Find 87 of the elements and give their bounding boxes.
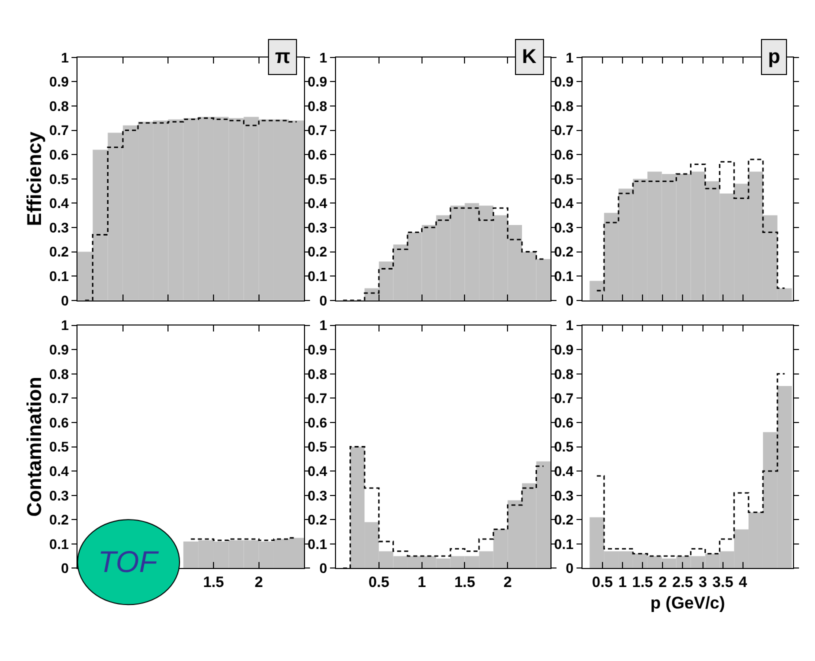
- x-tick-label: 2.5: [672, 574, 694, 592]
- x-tick-label: 2: [254, 574, 264, 592]
- x-tick-label: 1: [618, 574, 627, 592]
- y-tick-label: 0.9: [308, 74, 328, 90]
- x-tick-label: 2: [504, 574, 512, 592]
- y-tick-label: 0: [60, 292, 69, 308]
- y-tick-label: 0.8: [49, 366, 69, 382]
- y-tick-label: 0.3: [49, 219, 69, 236]
- x-tick-label: 3.5: [712, 574, 734, 592]
- y-tick-label: 0.5: [49, 438, 69, 455]
- y-tick-label: 0.9: [49, 74, 69, 90]
- x-tick-label: 1.5: [203, 574, 224, 592]
- y-tick-label: 0.3: [554, 219, 574, 236]
- y-tick-label: 0.7: [308, 122, 328, 138]
- y-tick-label: 1: [319, 317, 328, 334]
- y-tick-label: 0.1: [49, 536, 69, 552]
- y-tick-label: 0.1: [308, 536, 328, 552]
- annotation: TOF: [98, 546, 160, 579]
- y-tick-label: 0.5: [554, 438, 574, 455]
- y-tick-label: 0.5: [308, 170, 328, 187]
- y-tick-label: 1: [566, 49, 574, 66]
- y-tick-label: 0.4: [554, 462, 574, 479]
- x-tick-label: 2: [658, 574, 667, 592]
- x-axis-title: p (GeV/c): [650, 594, 726, 613]
- x-tick-label: 1.5: [454, 574, 476, 592]
- y-tick-label: 1: [566, 317, 574, 334]
- x-tick-label: 3: [698, 574, 707, 592]
- y-tick-label: 1: [60, 49, 69, 66]
- y-tick-label: 0.2: [554, 244, 574, 260]
- chart-title: K: [522, 46, 537, 68]
- y-tick-label: 0.6: [49, 414, 69, 430]
- y-tick-label: 0.1: [308, 268, 328, 284]
- y-tick-label: 0.6: [554, 146, 574, 162]
- y-tick-label: 0.8: [308, 98, 328, 114]
- chart-title: π: [275, 46, 290, 68]
- y-tick-label: 0: [566, 292, 574, 308]
- y-tick-label: 0: [319, 292, 328, 308]
- y-tick-label: 0.1: [554, 268, 574, 284]
- y-tick-label: 1: [60, 317, 69, 334]
- y-tick-label: 0.7: [49, 390, 69, 406]
- y-tick-label: 0.1: [554, 536, 574, 552]
- x-tick-label: 0.5: [368, 574, 390, 592]
- y-tick-label: 0.2: [308, 244, 328, 260]
- y-tick-label: 0.9: [49, 341, 69, 358]
- y-tick-label: 0.2: [554, 512, 574, 528]
- y-tick-label: 0.8: [554, 366, 574, 382]
- y-tick-label: 0.7: [554, 122, 574, 138]
- y-tick-label: 0.1: [49, 268, 69, 284]
- y-tick-label: 0.6: [49, 146, 69, 162]
- y-tick-label: 0.6: [308, 146, 328, 162]
- y-tick-label: 0.3: [308, 219, 328, 236]
- y-tick-label: 0.7: [554, 390, 574, 406]
- y-tick-label: 0.8: [554, 98, 574, 114]
- y-tick-label: 0.4: [49, 195, 69, 212]
- y-tick-label: 0.4: [308, 462, 328, 479]
- y-tick-label: 0.8: [49, 98, 69, 114]
- y-tick-label: 0.6: [554, 414, 574, 430]
- y-tick-label: 0.4: [49, 462, 69, 479]
- x-tick-label: 4: [738, 574, 748, 592]
- y-axis-title: Contamination: [24, 376, 46, 517]
- y-tick-label: 0.9: [554, 74, 574, 90]
- y-tick-label: 0.5: [554, 170, 574, 187]
- x-tick-label: 1: [418, 574, 426, 592]
- y-tick-label: 0.3: [49, 487, 69, 504]
- y-tick-label: 0.2: [308, 512, 328, 528]
- y-tick-label: 0.5: [49, 170, 69, 187]
- y-tick-label: 0.5: [308, 438, 328, 455]
- x-tick-label: 0.5: [592, 574, 613, 592]
- y-tick-label: 0.2: [49, 512, 69, 528]
- y-tick-label: 0.6: [308, 414, 328, 430]
- x-tick-label: 1.5: [632, 574, 654, 592]
- y-tick-label: 0: [566, 560, 574, 576]
- y-tick-label: 0.8: [308, 366, 328, 382]
- y-tick-label: 0.2: [49, 244, 69, 260]
- y-tick-label: 0.9: [308, 341, 328, 358]
- y-tick-label: 0.7: [49, 122, 69, 138]
- y-tick-label: 0: [60, 560, 69, 576]
- y-tick-label: 0: [319, 560, 328, 576]
- y-tick-label: 1: [319, 49, 328, 66]
- y-tick-label: 0.4: [308, 195, 328, 212]
- y-tick-label: 0.7: [308, 390, 328, 406]
- y-tick-label: 0.9: [554, 341, 574, 358]
- y-tick-label: 0.4: [554, 195, 574, 212]
- y-tick-label: 0.3: [554, 487, 574, 504]
- chart-title: p: [768, 46, 780, 68]
- y-axis-title: Efficiency: [24, 130, 46, 226]
- y-tick-label: 0.3: [308, 487, 328, 504]
